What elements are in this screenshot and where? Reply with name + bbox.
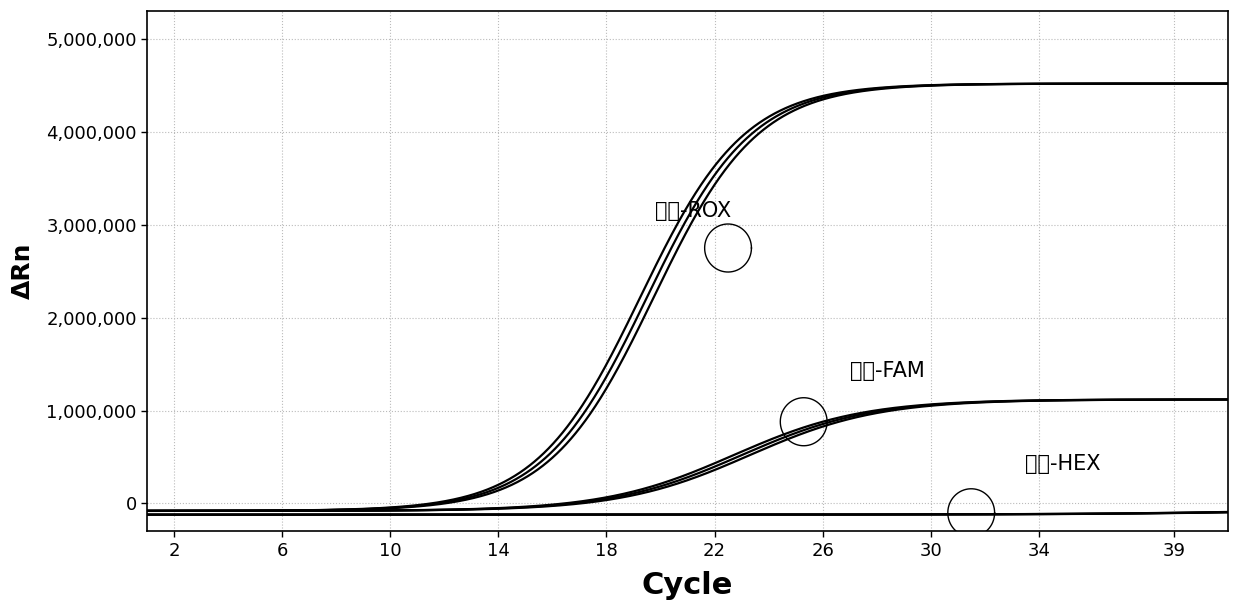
Y-axis label: ΔRn: ΔRn — [11, 243, 35, 299]
X-axis label: Cycle: Cycle — [642, 571, 733, 600]
Text: 质控-ROX: 质控-ROX — [655, 201, 731, 221]
Text: 奶牛-FAM: 奶牛-FAM — [850, 360, 924, 381]
Text: 骨驼-HEX: 骨驼-HEX — [1025, 455, 1100, 475]
